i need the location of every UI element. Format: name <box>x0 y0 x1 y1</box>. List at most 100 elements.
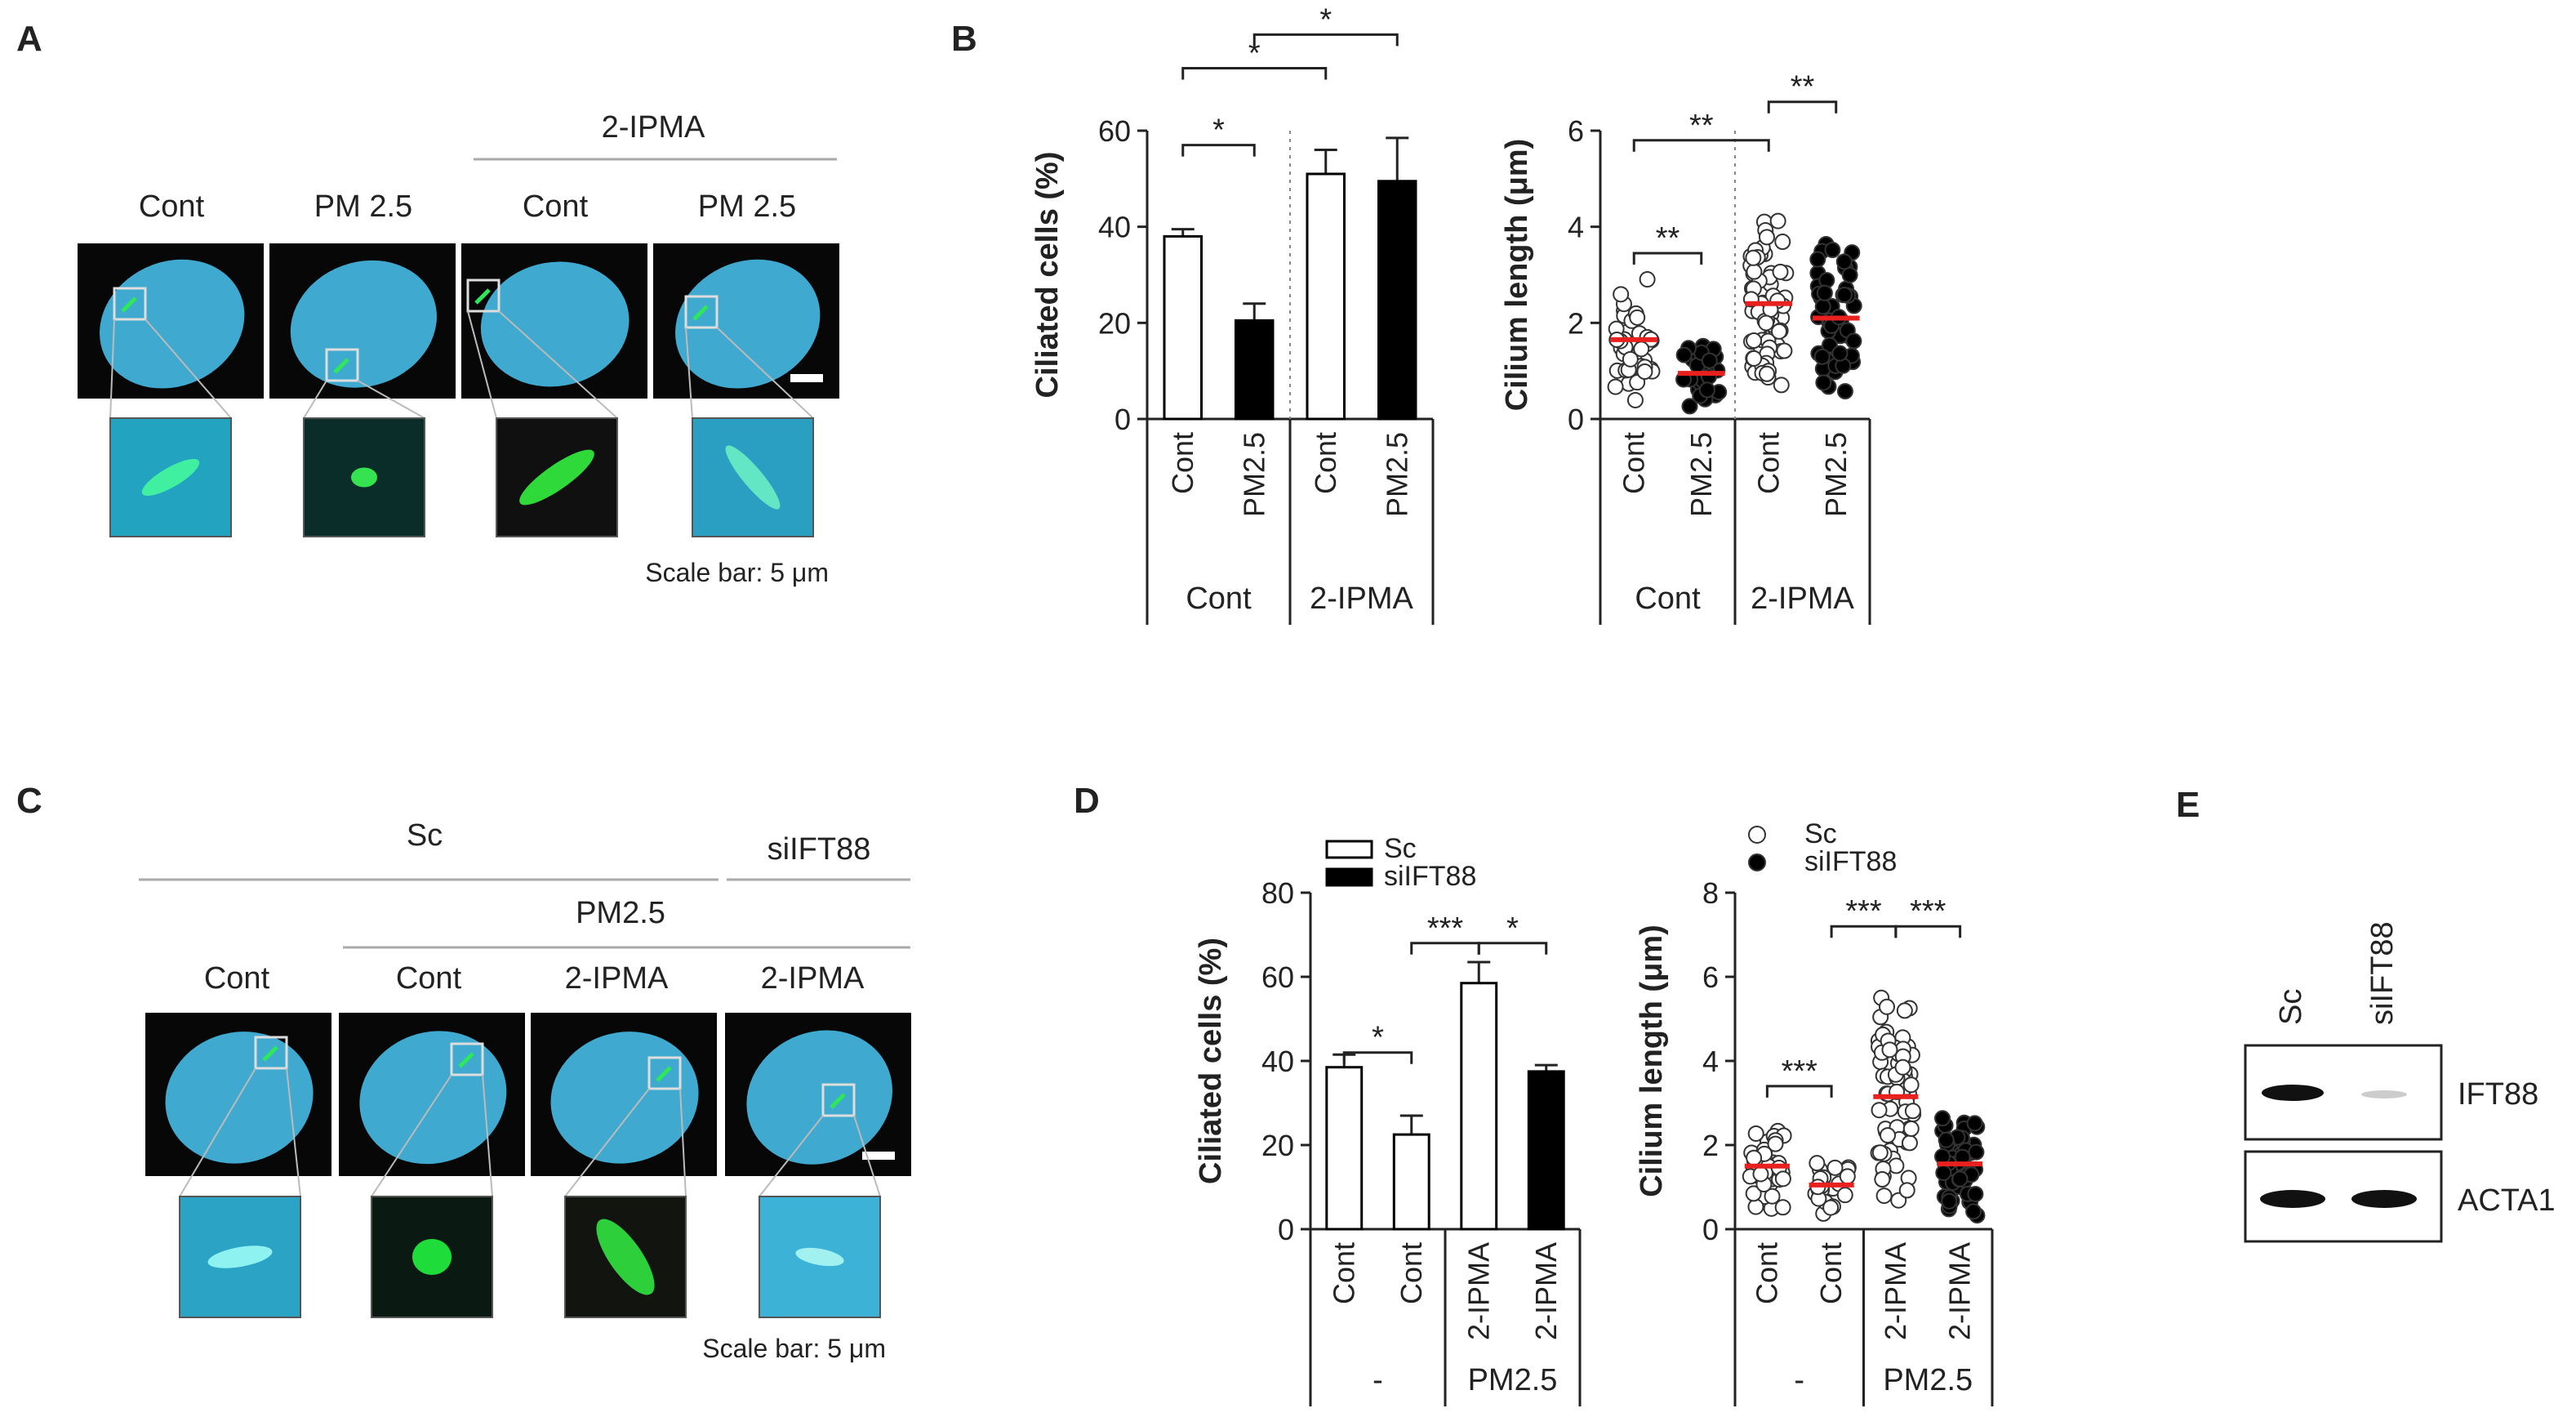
panel-a-micrograph <box>78 243 264 399</box>
cilium-zoom <box>141 458 200 497</box>
y-axis-label: Ciliated cells (%) <box>1194 938 1228 1184</box>
x-tick-label: PM2.5 <box>1237 432 1270 517</box>
zoom-box <box>254 1036 288 1070</box>
nucleus <box>165 1032 314 1164</box>
y-tick-label: 4 <box>1702 1045 1719 1078</box>
panel-c-header-sc: Sc <box>407 818 443 853</box>
blot-lane-label-sc: Sc <box>2274 989 2308 1025</box>
legend-swatch <box>1325 867 1373 887</box>
data-point <box>1809 251 1826 268</box>
y-axis-label: Cilium length (μm) <box>1500 139 1534 412</box>
data-point <box>1769 212 1786 229</box>
panel-a-zoom-inset <box>496 417 618 537</box>
significance-label: * <box>1319 2 1332 37</box>
panel-a-micrograph <box>461 243 647 399</box>
panel-a-column-label: Cont <box>523 189 589 224</box>
data-point <box>1839 1168 1856 1185</box>
panel-a-column-label: Cont <box>139 189 205 224</box>
cilium-mark <box>333 358 349 374</box>
panel-a-micrograph <box>653 243 839 399</box>
panel-c-zoom-inset <box>759 1196 881 1318</box>
data-point <box>1746 350 1763 367</box>
data-point <box>1824 242 1841 259</box>
legend-label: Sc <box>1804 818 1837 849</box>
y-tick-label: 2 <box>1702 1129 1719 1162</box>
significance-label: * <box>1212 114 1225 148</box>
data-point <box>1894 1058 1911 1076</box>
significance-bracket <box>1632 252 1703 265</box>
y-tick-label: 20 <box>1098 306 1131 340</box>
panel-c-micrograph <box>725 1013 911 1176</box>
significance-label: *** <box>1910 894 1946 929</box>
significance-label: *** <box>1782 1054 1818 1089</box>
data-point <box>1880 1127 1897 1144</box>
data-point <box>1607 378 1624 395</box>
cilium-zoom <box>519 449 594 506</box>
group-label: PM2.5 <box>1883 1363 1973 1397</box>
data-point <box>1874 1171 1891 1188</box>
group-label: Cont <box>1186 582 1252 616</box>
significance-label: * <box>1506 911 1519 946</box>
panel-c-column-label: 2-IPMA <box>565 961 669 996</box>
data-point <box>1636 363 1653 381</box>
panel-label-e: E <box>2176 785 2200 825</box>
blot-band-ift88-siift88 <box>2361 1090 2407 1098</box>
data-point <box>1774 1170 1791 1188</box>
x-tick-label: Cont <box>1617 432 1650 494</box>
data-point <box>1904 1103 1921 1120</box>
chart-b-cilium-length: 0 2 4 6 Cilium length (μm) Cont PM2.5 Cont PM2.5… <box>1500 70 1871 625</box>
data-point <box>1845 332 1862 350</box>
legend-swatch <box>1325 840 1373 859</box>
data-point <box>1629 309 1646 326</box>
data-point <box>1814 298 1831 315</box>
panel-e-western-blot: Sc siIFT88 IFT88 ACTA1 <box>2244 921 2556 1243</box>
data-point <box>1773 377 1790 394</box>
data-point <box>1965 1203 1982 1220</box>
data-point <box>1968 1143 1985 1161</box>
x-tick-label: Cont <box>1166 432 1199 494</box>
significance-label: *** <box>1845 894 1882 929</box>
x-tick-label: PM2.5 <box>1684 432 1718 517</box>
zoom-box <box>450 1042 484 1076</box>
y-tick-label: 60 <box>1098 114 1131 148</box>
data-point <box>1774 234 1791 251</box>
panel-a-zoom-inset <box>109 417 232 537</box>
chart-d-ciliated-cells: 0 20 40 60 80 Ciliated cells (%) Cont Cont 2-IPM… <box>1194 833 1582 1406</box>
group-label: - <box>1794 1363 1804 1397</box>
group-label: - <box>1373 1363 1383 1397</box>
significance-bracket <box>1477 942 1548 955</box>
data-point <box>1896 1002 1913 1019</box>
cilium-zoom <box>412 1239 452 1275</box>
data-point <box>1966 1115 1983 1132</box>
y-tick-label: 40 <box>1098 211 1131 244</box>
bar <box>1377 180 1417 421</box>
x-tick-label: 2-IPMA <box>1462 1242 1495 1340</box>
data-point <box>1746 332 1763 350</box>
panel-label-c: C <box>16 781 42 821</box>
zoom-box <box>821 1083 856 1117</box>
data-point <box>1967 1185 1984 1202</box>
blot-band-ift88-sc <box>2262 1085 2324 1101</box>
data-point <box>1747 1198 1764 1215</box>
nucleus <box>746 1030 892 1165</box>
bar <box>1460 982 1498 1231</box>
bar <box>1325 1066 1364 1231</box>
x-tick-label: Cont <box>1814 1242 1848 1304</box>
data-point <box>1681 398 1698 415</box>
significance-label: *** <box>1427 911 1464 946</box>
data-point <box>1836 383 1853 400</box>
x-tick-label: PM2.5 <box>1380 432 1413 517</box>
panel-a-zoom-inset <box>692 417 814 537</box>
panel-c-micrograph <box>531 1013 717 1176</box>
data-point <box>1764 1188 1781 1205</box>
data-point <box>1745 1185 1762 1202</box>
cilium-zoom <box>207 1246 273 1268</box>
chart-d-cilium-length: 0 2 4 6 8 Cilium length (μm) Cont Cont 2-IPMA 2-I… <box>1635 818 1994 1406</box>
data-point <box>1815 374 1832 391</box>
legend-label: Sc <box>1384 833 1417 864</box>
panel-a-micrograph <box>269 243 456 399</box>
data-point <box>1875 1188 1893 1205</box>
data-point <box>1639 271 1656 288</box>
data-point <box>1879 998 1896 1015</box>
data-point <box>1746 1149 1763 1166</box>
